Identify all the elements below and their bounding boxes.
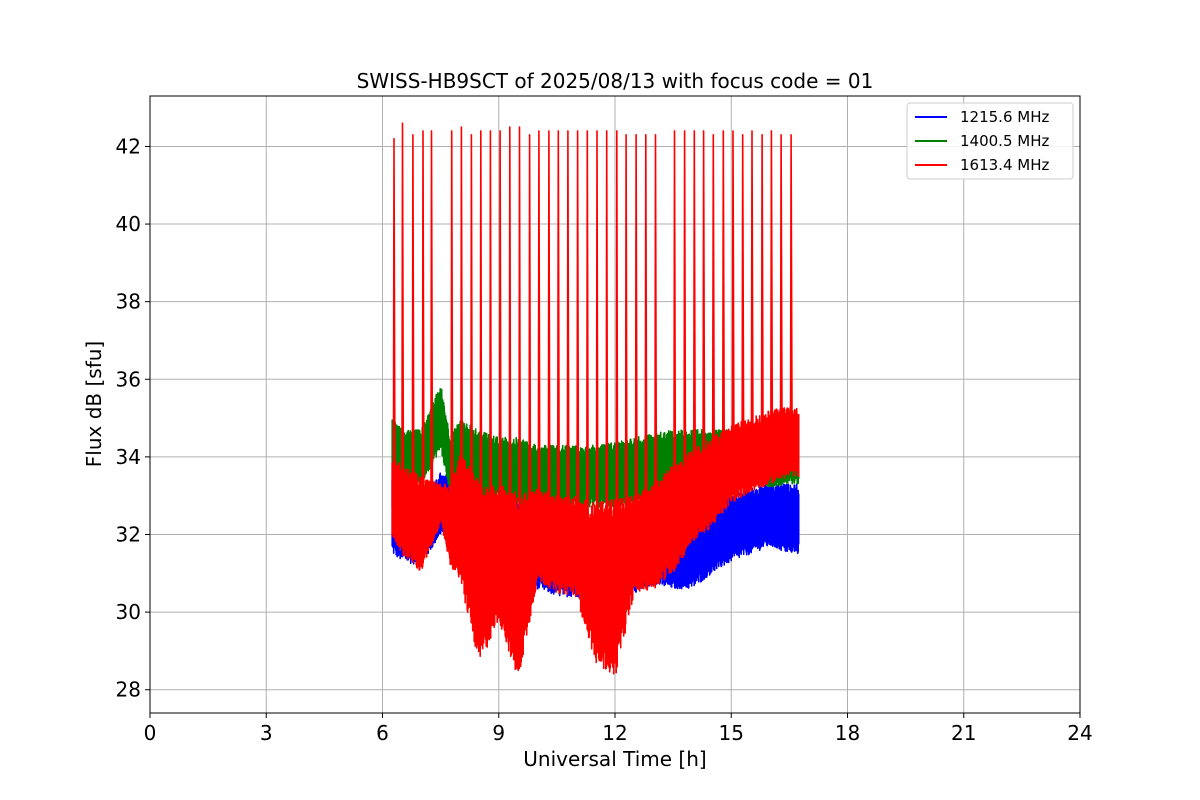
y-tick-label: 34 (116, 445, 141, 469)
legend-label-3: 1613.4 MHz (960, 156, 1049, 174)
x-tick-label: 21 (951, 721, 976, 745)
chart-title: SWISS-HB9SCT of 2025/08/13 with focus co… (357, 69, 874, 93)
y-tick-label: 28 (116, 678, 141, 702)
x-tick-label: 24 (1067, 721, 1092, 745)
y-tick-label: 42 (116, 134, 141, 158)
x-tick-label: 15 (719, 721, 744, 745)
legend-label-1: 1215.6 MHz (960, 108, 1049, 126)
legend-label-2: 1400.5 MHz (960, 132, 1049, 150)
y-tick-label: 30 (116, 600, 141, 624)
x-tick-label: 18 (835, 721, 860, 745)
legend-box (906, 102, 1074, 180)
y-tick-label: 32 (116, 522, 141, 546)
plot-series (391, 122, 800, 675)
x-tick-label: 0 (144, 721, 157, 745)
series-line-3 (391, 122, 800, 675)
y-tick-label: 40 (116, 212, 141, 236)
x-tick-label: 6 (376, 721, 389, 745)
y-tick-label: 38 (116, 290, 141, 314)
x-axis-label: Universal Time [h] (523, 747, 706, 771)
legend: 1215.6 MHz 1400.5 MHz 1613.4 MHz (906, 102, 1074, 180)
x-tick-label: 12 (602, 721, 627, 745)
y-tick-label: 36 (116, 367, 141, 391)
x-tick-label: 3 (260, 721, 273, 745)
y-axis-label: Flux dB [sfu] (82, 341, 106, 467)
x-tick-label: 9 (492, 721, 505, 745)
